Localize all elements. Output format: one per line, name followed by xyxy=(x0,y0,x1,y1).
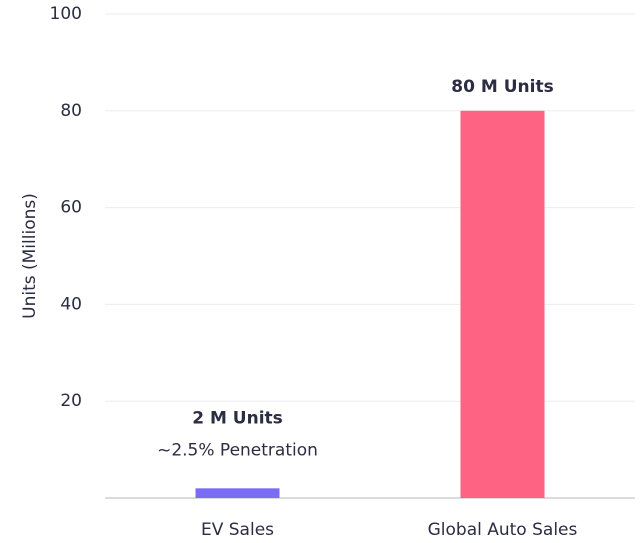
x-tick-label: EV Sales xyxy=(201,520,274,540)
bar xyxy=(460,110,545,499)
data-label: 2 M Units xyxy=(192,408,283,428)
y-tick-label: 60 xyxy=(60,198,82,218)
y-tick-label: 80 xyxy=(60,101,82,121)
y-axis-label: Units (Millions) xyxy=(20,193,40,319)
annotation: ~2.5% Penetration xyxy=(157,440,318,460)
data-label: 80 M Units xyxy=(451,77,553,97)
bar xyxy=(195,488,280,498)
y-tick-label: 40 xyxy=(60,294,82,314)
y-tick-label: 100 xyxy=(50,4,82,24)
x-tick-label: Global Auto Sales xyxy=(428,520,578,540)
y-tick-label: 20 xyxy=(60,391,82,411)
